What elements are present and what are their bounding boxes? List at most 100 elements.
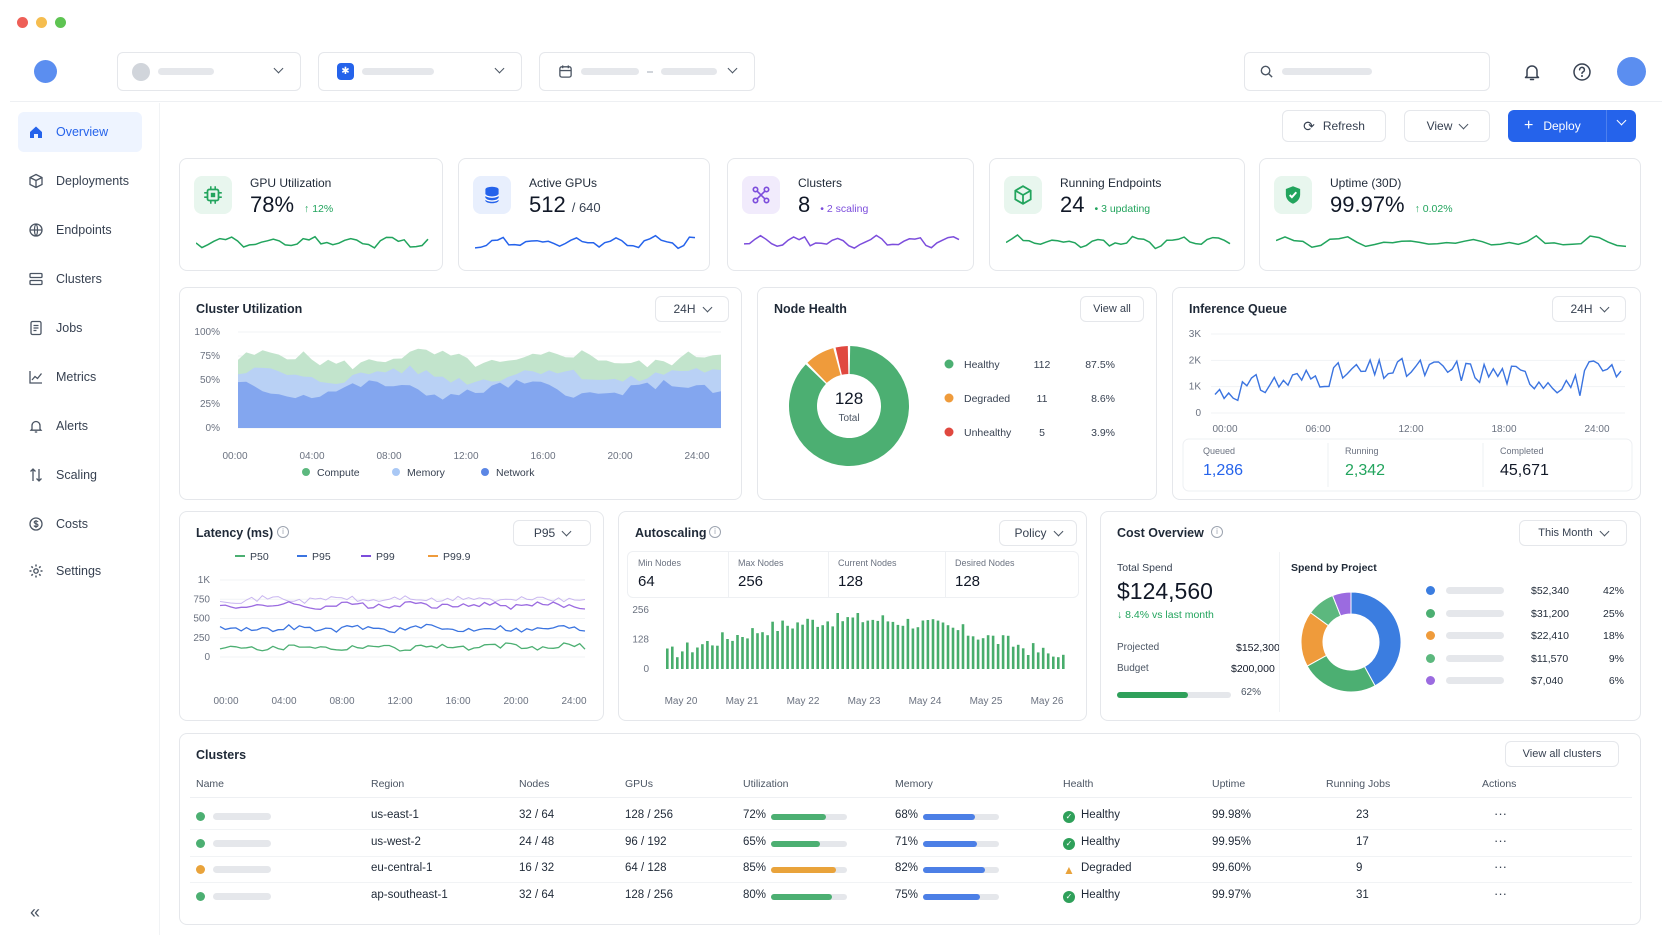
view-all-button[interactable]: View all <box>1080 296 1144 322</box>
donut-slice-healthy <box>789 346 909 466</box>
autoscale-bar <box>1031 643 1035 669</box>
column-header-name[interactable]: Name <box>196 778 225 790</box>
cell-nodes: 32 / 64 <box>519 809 555 821</box>
x-tick-label: May 24 <box>909 696 942 707</box>
refresh-button[interactable]: ⟳ Refresh <box>1282 110 1386 142</box>
latency-line-p95 <box>219 623 586 634</box>
sidebar-item-endpoints[interactable]: Endpoints <box>18 210 142 250</box>
sidebar-item-alerts[interactable]: Alerts <box>18 406 142 446</box>
column-header-gpus[interactable]: GPUs <box>625 778 654 790</box>
time-range-select[interactable]: 24H <box>1552 296 1626 322</box>
bell-icon[interactable] <box>1522 62 1542 82</box>
sidebar-item-metrics[interactable]: Metrics <box>18 357 142 397</box>
server-icon <box>29 272 43 286</box>
sidebar-item-costs[interactable]: Costs <box>18 504 142 544</box>
column-header-nodes[interactable]: Nodes <box>519 778 550 790</box>
table-row[interactable]: ap-southeast-1 32 / 64 128 / 256 80% 75% ✓ Hea… <box>180 885 1642 909</box>
autoscale-bar <box>1036 652 1040 669</box>
view-button[interactable]: View <box>1404 110 1490 142</box>
view-all-clusters-button[interactable]: View all clusters <box>1505 741 1619 767</box>
autoscale-bar <box>986 635 990 669</box>
window-maximize-dot[interactable] <box>55 17 66 28</box>
collapse-sidebar-icon[interactable]: « <box>30 902 41 922</box>
sidebar-item-scaling[interactable]: Scaling <box>18 455 142 495</box>
column-header-utilization[interactable]: Utilization <box>743 778 789 790</box>
cluster-name-placeholder <box>213 866 271 873</box>
autoscale-bar <box>841 621 844 669</box>
autoscale-bar <box>1001 635 1005 669</box>
column-header-memory[interactable]: Memory <box>895 778 933 790</box>
autoscale-bar <box>911 628 915 669</box>
autoscale-bar <box>771 621 774 669</box>
sidebar-item-deployments[interactable]: Deployments <box>18 161 142 201</box>
policy-label: Policy <box>1014 526 1047 540</box>
utilization-bar-fill <box>771 893 832 900</box>
sidebar-item-settings[interactable]: Settings <box>18 551 142 591</box>
sidebar-item-jobs[interactable]: Jobs <box>18 308 142 348</box>
utilization-bar-fill <box>771 867 836 873</box>
donut-slice <box>1331 591 1352 617</box>
sidebar-item-label: Scaling <box>56 468 97 482</box>
info-icon[interactable]: i <box>1211 526 1223 538</box>
clusters-table-card: Clusters View all clusters Name Region Nod… <box>179 733 1641 925</box>
cell-uptime: 99.97% <box>1212 888 1252 901</box>
cell-nodes: 24 / 48 <box>519 835 555 848</box>
date-range-select[interactable] <box>539 52 755 91</box>
more-actions-icon[interactable]: ··· <box>1494 859 1507 874</box>
x-tick-label: 00:00 <box>1212 424 1237 435</box>
workspace-select[interactable] <box>117 52 301 91</box>
autoscale-bar <box>756 633 759 669</box>
column-header-region[interactable]: Region <box>371 778 405 790</box>
cell-region: us-east-1 <box>371 809 419 821</box>
info-icon[interactable]: i <box>277 526 289 538</box>
more-actions-icon[interactable]: ··· <box>1494 885 1507 901</box>
column-header-health[interactable]: Health <box>1063 778 1094 790</box>
autoscale-bar <box>976 639 980 669</box>
table-row[interactable]: us-west-2 24 / 48 96 / 192 65% 71% ✓ Healthy 99… <box>180 832 1642 857</box>
queue-stat-value: 1,286 <box>1203 462 1243 479</box>
table-row[interactable]: us-east-1 32 / 64 128 / 256 72% 68% ✓ Healthy 9… <box>180 805 1642 830</box>
y-tick-label: 0 <box>1195 408 1201 419</box>
document-icon <box>30 320 42 336</box>
window-close-dot[interactable] <box>17 17 28 28</box>
autoscale-bar <box>856 613 860 669</box>
kpi-value-row: 99.97% ↑ 0.02% <box>1330 192 1453 218</box>
autoscale-bar <box>726 639 729 669</box>
sidebar-item-clusters[interactable]: Clusters <box>18 259 142 299</box>
autoscale-bar <box>891 621 895 669</box>
autoscale-bar <box>876 620 880 669</box>
window-minimize-dot[interactable] <box>36 17 47 28</box>
autoscale-bar <box>736 635 739 669</box>
more-actions-icon[interactable]: ··· <box>1494 832 1507 848</box>
project-percent: 42% <box>1602 585 1624 597</box>
column-header-actions[interactable]: Actions <box>1482 778 1517 790</box>
kpi-delta: • 2 scaling <box>820 203 869 215</box>
info-icon[interactable]: i <box>709 526 721 538</box>
more-actions-icon[interactable]: ··· <box>1494 806 1507 821</box>
cell-region: ap-southeast-1 <box>371 888 448 901</box>
column-header-uptime[interactable]: Uptime <box>1212 778 1246 790</box>
project-select[interactable]: ✱ <box>318 52 522 91</box>
deploy-button[interactable]: + Deploy <box>1508 110 1636 142</box>
help-icon[interactable] <box>1572 62 1592 82</box>
deploy-menu-chevron-icon[interactable] <box>1616 115 1627 126</box>
table-row[interactable]: eu-central-1 16 / 32 64 / 128 85% 82% ▲ Degrad… <box>180 858 1642 883</box>
budget-value: $200,000 <box>1231 663 1275 675</box>
user-avatar[interactable] <box>1617 57 1646 86</box>
time-range-select[interactable]: 24H <box>655 296 729 322</box>
cpu-icon <box>194 176 232 214</box>
policy-select[interactable]: Policy <box>999 520 1077 546</box>
autoscale-bar <box>686 642 689 669</box>
kpi-delta: • 3 updating <box>1094 203 1151 215</box>
sidebar-item-overview[interactable]: Overview <box>18 112 142 152</box>
project-percent: 6% <box>1608 675 1624 687</box>
period-select[interactable]: This Month <box>1519 520 1627 546</box>
y-tick-label: 128 <box>632 635 649 646</box>
autoscale-bar <box>906 618 910 669</box>
percentile-select[interactable]: P95 <box>513 520 591 546</box>
column-header-running-jobs[interactable]: Running Jobs <box>1326 778 1391 790</box>
search-input[interactable] <box>1244 52 1490 91</box>
deploy-divider <box>1606 110 1607 142</box>
y-tick-label: 1K <box>1189 382 1202 393</box>
logo-avatar[interactable] <box>34 60 57 83</box>
